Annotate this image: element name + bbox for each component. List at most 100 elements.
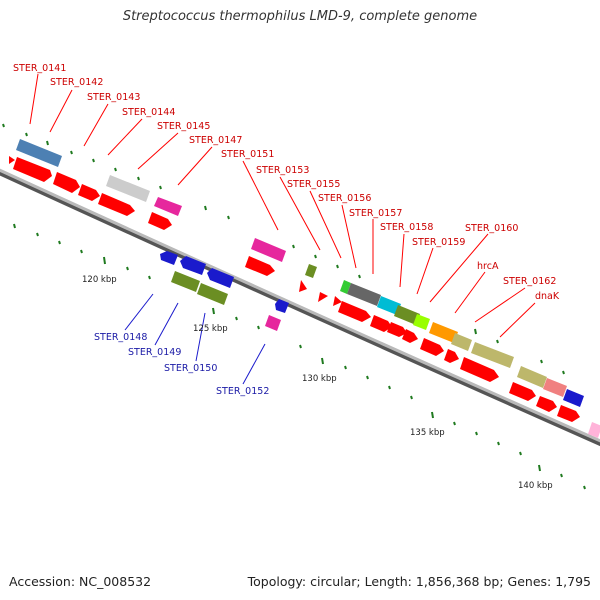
feature-cds[interactable] [148, 212, 172, 230]
gene-label[interactable]: STER_0145 [157, 121, 210, 132]
leader-line [107, 118, 143, 156]
gene-label[interactable]: STER_0141 [13, 63, 66, 74]
gene-label[interactable]: STER_0147 [189, 135, 242, 146]
ruler-label: 120 kbp [82, 275, 117, 285]
gene-label[interactable]: STER_0148 [94, 332, 147, 343]
gene-label[interactable]: STER_0150 [164, 363, 217, 374]
tick-mark [336, 264, 339, 269]
gene-label[interactable]: STER_0155 [287, 179, 340, 190]
leader-line [242, 343, 266, 385]
feature-cds[interactable] [413, 314, 430, 330]
tick-mark [538, 464, 541, 472]
tick-mark [358, 274, 361, 279]
ruler-labels: 120 kbp 125 kbp 130 kbp 135 kbp 140 kbp [82, 275, 553, 491]
ruler-label: 130 kbp [302, 374, 337, 384]
genome-backbone-shadow [0, 168, 600, 447]
feature-cds[interactable] [154, 197, 182, 216]
gene-label[interactable]: STER_0142 [50, 77, 103, 88]
feature-cds[interactable] [588, 422, 600, 438]
tick-mark [25, 132, 28, 137]
leader-line [83, 103, 109, 147]
feature-cds[interactable] [509, 382, 536, 401]
feature-cds[interactable] [98, 193, 135, 216]
feature-cds[interactable] [78, 184, 100, 201]
feature-cds[interactable] [333, 296, 342, 306]
feature-cds[interactable] [13, 157, 52, 182]
gene-label[interactable]: STER_0144 [122, 107, 175, 118]
gene-label[interactable]: STER_0156 [318, 193, 371, 204]
features-reverse [160, 251, 289, 331]
tick-mark [475, 431, 478, 436]
feature-cds[interactable] [318, 292, 328, 302]
gene-label[interactable]: dnaK [535, 291, 560, 302]
tick-mark [46, 140, 49, 146]
gene-label[interactable]: STER_0151 [221, 149, 274, 160]
feature-cds[interactable] [160, 251, 178, 265]
feature-cds[interactable] [451, 333, 472, 351]
features-forward [9, 139, 600, 438]
tick-mark [92, 158, 95, 163]
gene-label[interactable]: STER_0152 [216, 386, 269, 397]
feature-cds[interactable] [299, 280, 307, 292]
gene-label[interactable]: hrcA [477, 261, 499, 272]
feature-cds[interactable] [377, 296, 401, 315]
ruler-ticks [2, 123, 586, 490]
feature-cds[interactable] [517, 366, 547, 388]
tick-mark [497, 441, 500, 446]
feature-cds[interactable] [536, 396, 557, 412]
feature-cds[interactable] [171, 271, 200, 292]
feature-cds[interactable] [338, 301, 371, 322]
feature-cds[interactable] [543, 378, 567, 397]
feature-cds[interactable] [305, 264, 317, 278]
feature-cds[interactable] [251, 238, 286, 262]
feature-cds[interactable] [402, 329, 418, 343]
feature-cds[interactable] [557, 405, 580, 422]
feature-cds[interactable] [387, 322, 407, 337]
gene-label[interactable]: STER_0162 [503, 276, 556, 287]
leader-line [154, 302, 179, 346]
gene-label[interactable]: STER_0160 [465, 223, 518, 234]
feature-cds[interactable] [444, 349, 459, 363]
tick-mark [583, 485, 586, 490]
gene-label[interactable]: STER_0149 [128, 347, 181, 358]
feature-cds[interactable] [197, 283, 228, 305]
feature-cds[interactable] [275, 299, 289, 313]
leader-line [429, 233, 489, 303]
feature-cds[interactable] [53, 172, 80, 193]
gene-label[interactable]: STER_0159 [412, 237, 465, 248]
tick-mark [148, 275, 151, 280]
feature-cds[interactable] [106, 175, 150, 202]
feature-cds[interactable] [563, 389, 584, 407]
ruler-label: 125 kbp [193, 324, 228, 334]
tick-mark [474, 328, 477, 335]
feature-cds[interactable] [370, 315, 392, 332]
tick-mark [70, 150, 73, 155]
map-title: Streptococcus thermophilus LMD-9, comple… [122, 9, 478, 24]
feature-cds[interactable] [460, 357, 499, 382]
feature-cds[interactable] [9, 156, 15, 164]
tick-mark [299, 344, 302, 349]
tick-mark [321, 357, 324, 365]
gene-label[interactable]: STER_0158 [380, 222, 433, 233]
gene-label[interactable]: STER_0157 [349, 208, 402, 219]
gene-label[interactable]: STER_0153 [256, 165, 309, 176]
feature-cds[interactable] [394, 305, 420, 325]
feature-cds[interactable] [180, 256, 206, 275]
feature-cds[interactable] [347, 283, 381, 306]
feature-cds[interactable] [420, 338, 444, 356]
feature-cds[interactable] [340, 280, 351, 294]
backbone-group [0, 168, 600, 447]
leader-line [474, 287, 526, 323]
tick-mark [204, 205, 207, 211]
feature-cds[interactable] [207, 268, 234, 288]
feature-cds[interactable] [245, 256, 275, 276]
gene-label[interactable]: STER_0143 [87, 92, 140, 103]
feature-cds[interactable] [16, 139, 62, 167]
feature-cds[interactable] [471, 342, 514, 368]
tick-mark [496, 339, 499, 344]
leader-line [309, 190, 342, 259]
feature-cds[interactable] [265, 315, 281, 331]
feature-cds[interactable] [429, 322, 458, 343]
tick-mark [103, 256, 106, 265]
